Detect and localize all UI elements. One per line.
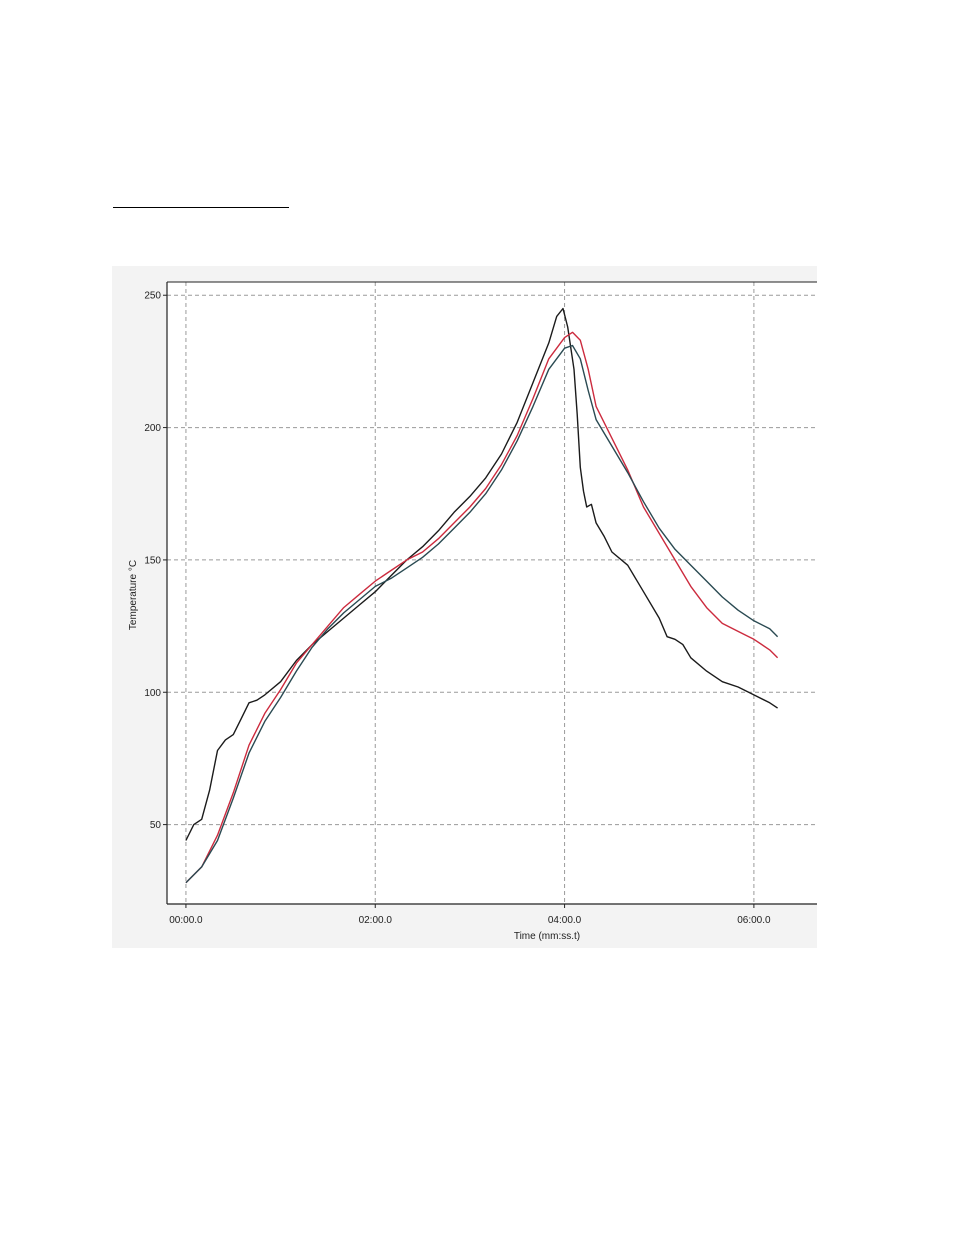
- y-tick-label: 200: [144, 423, 161, 434]
- y-tick-label: 50: [150, 820, 162, 831]
- y-tick-label: 100: [144, 688, 161, 699]
- x-tick-label: 02:00.0: [359, 915, 393, 926]
- x-tick-label: 04:00.0: [548, 915, 582, 926]
- x-tick-label: 00:00.0: [169, 915, 203, 926]
- x-tick-label: 06:00.0: [737, 915, 771, 926]
- y-axis-label: Temperature °C: [128, 560, 139, 630]
- grid: [167, 282, 817, 904]
- x-axis-label: Time (mm:ss.t): [514, 931, 580, 942]
- axes: 00:00.0 02:00.0 04:00.0 06:00.0 50 100 150 200 2…: [144, 281, 817, 926]
- series-line-3: [185, 344, 779, 884]
- series-lines: [185, 307, 779, 884]
- plot-area: [167, 282, 817, 904]
- series-line-1: [185, 307, 778, 841]
- temperature-chart: 00:00.0 02:00.0 04:00.0 06:00.0 50 100 150 200 2…: [128, 281, 817, 942]
- y-tick-label: 150: [144, 555, 161, 566]
- chart-frame: 00:00.0 02:00.0 04:00.0 06:00.0 50 100 150 200 2…: [112, 266, 817, 948]
- heading-underline: [113, 207, 289, 208]
- series-line-2: [185, 331, 779, 884]
- y-tick-label: 250: [144, 291, 161, 302]
